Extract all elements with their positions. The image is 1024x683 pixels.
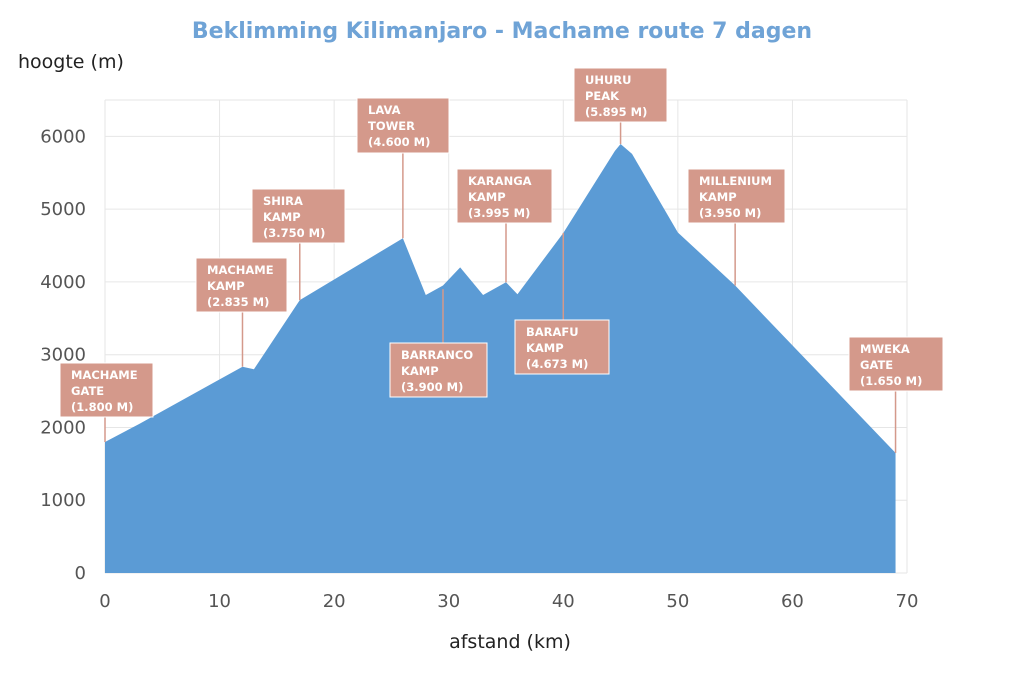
callout-box (687, 168, 786, 224)
callouts: MACHAME GATE (1.800 M) MACHAME KAMP (2.835 M)… (59, 67, 944, 453)
y-tick-label: 6000 (40, 126, 86, 147)
callout-box (456, 168, 553, 224)
callout: MACHAME GATE (1.800 M) (59, 362, 154, 443)
callout-label: (3.950 M) (699, 206, 761, 220)
x-tick-label: 10 (208, 591, 231, 612)
callout-label: KAMP (207, 279, 245, 293)
callout-label: GATE (71, 384, 104, 398)
callout: LAVA TOWER (4.600 M) (356, 97, 450, 239)
callout: UHURU PEAK (5.895 M) (573, 67, 668, 145)
callout-label: KAMP (468, 190, 506, 204)
callout-label: KAMP (263, 210, 301, 224)
x-tick-label: 30 (437, 591, 460, 612)
callout-label: MWEKA (860, 342, 910, 356)
y-axis-label: hoogte (m) (18, 51, 124, 73)
callout: MACHAME KAMP (2.835 M) (195, 257, 288, 367)
plot-area (105, 144, 896, 573)
callout-label: (3.995 M) (468, 206, 530, 220)
y-tick-label: 4000 (40, 272, 86, 293)
callout: MWEKA GATE (1.650 M) (848, 336, 944, 453)
callout-label: (2.835 M) (207, 295, 269, 309)
callout-label: BARAFU (526, 325, 579, 339)
callout-label: (5.895 M) (585, 105, 647, 119)
y-tick-label: 5000 (40, 199, 86, 220)
callout-box (514, 319, 610, 375)
callout: MILLENIUM KAMP (3.950 M) (687, 168, 786, 286)
callout-box (195, 257, 288, 313)
x-tick-label: 70 (896, 591, 919, 612)
callout-label: KAMP (699, 190, 737, 204)
callout-label: TOWER (368, 119, 415, 133)
callout-label: MACHAME (71, 368, 138, 382)
callout-label: (3.750 M) (263, 226, 325, 240)
y-tick-label: 1000 (40, 490, 86, 511)
x-tick-label: 40 (552, 591, 575, 612)
callout-label: UHURU (585, 73, 632, 87)
x-tick-label: 50 (666, 591, 689, 612)
callout-box (848, 336, 944, 392)
callout-label: (1.800 M) (71, 400, 133, 414)
callout-box (356, 97, 450, 154)
callout-label: (1.650 M) (860, 374, 922, 388)
x-tick-label: 20 (323, 591, 346, 612)
callout-box (59, 362, 154, 418)
y-tick-label: 2000 (40, 417, 86, 438)
callout-label: KAMP (401, 364, 439, 378)
callout: SHIRA KAMP (3.750 M) (251, 188, 346, 301)
callout-label: BARRANCO (401, 348, 473, 362)
callout-box (251, 188, 346, 244)
callout: BARRANCO KAMP (3.900 M) (389, 289, 488, 398)
x-tick-label: 60 (781, 591, 804, 612)
callout-label: PEAK (585, 89, 620, 103)
callout-label: LAVA (368, 103, 401, 117)
callout-label: (4.673 M) (526, 357, 588, 371)
x-axis-label: afstand (km) (449, 631, 571, 653)
chart-title: Beklimming Kilimanjaro - Machame route 7… (192, 19, 812, 44)
callout-label: KARANGA (468, 174, 532, 188)
axis-ticks: 0 10 20 30 40 50 60 70 0 1000 2000 3000 4000 5000 6000 (40, 126, 918, 612)
x-tick-label: 0 (99, 591, 110, 612)
callout-box (389, 342, 488, 398)
callout-label: (3.900 M) (401, 380, 463, 394)
elevation-area (105, 144, 896, 573)
callout: KARANGA KAMP (3.995 M) (456, 168, 553, 283)
callout: BARAFU KAMP (4.673 M) (514, 232, 610, 375)
callout-box (573, 67, 668, 123)
callout-label: SHIRA (263, 194, 303, 208)
y-tick-label: 3000 (40, 345, 86, 366)
y-tick-label: 0 (75, 563, 86, 584)
callout-label: MILLENIUM (699, 174, 772, 188)
callout-label: (4.600 M) (368, 135, 430, 149)
callout-label: KAMP (526, 341, 564, 355)
callout-label: MACHAME (207, 263, 274, 277)
callout-label: GATE (860, 358, 893, 372)
